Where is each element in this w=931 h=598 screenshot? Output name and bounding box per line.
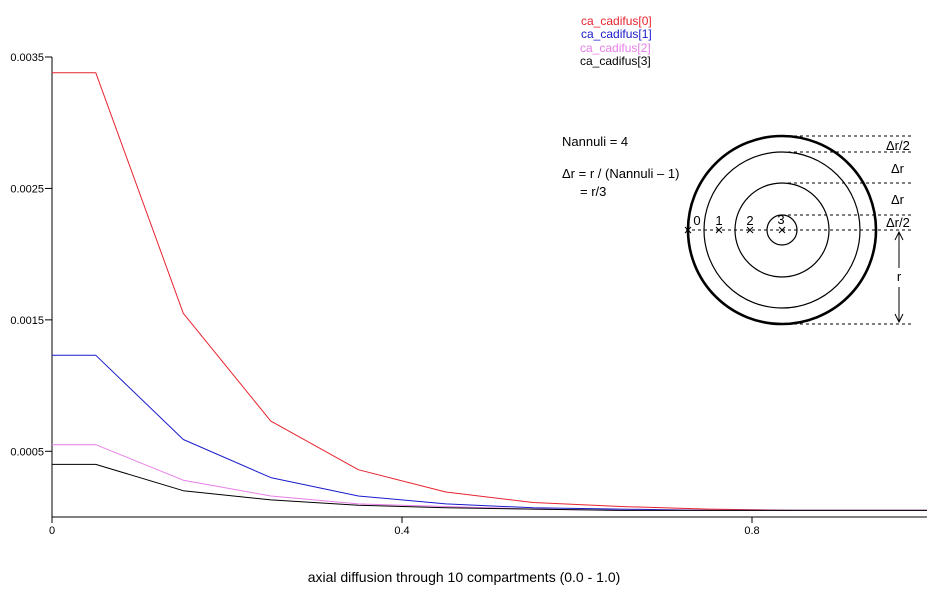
- annulus-label-2: 2: [746, 213, 753, 228]
- legend-entry-ca-cadifus-1: ca_cadifus[1]: [581, 27, 652, 41]
- y-tick-label: 0.0015: [10, 315, 44, 327]
- series-lines: [52, 72, 927, 511]
- x-axis-ticks: 0 0.4 0.8: [49, 517, 760, 537]
- y-tick-label: 0.0005: [10, 446, 44, 458]
- legend-entry-ca-cadifus-0: ca_cadifus[0]: [581, 14, 652, 28]
- spacing-label-delta-r-1: Δr: [891, 161, 905, 176]
- x-tick-label: 0: [49, 525, 55, 537]
- annulus-1-point-mark: [715, 226, 723, 234]
- y-tick-label: 0.0035: [10, 52, 44, 64]
- spacing-label-delta-r-2: Δr: [891, 192, 905, 207]
- series-line-ca-cadifus-3: [52, 463, 927, 511]
- delta-r-result: = r/3: [580, 184, 606, 199]
- series-line-ca-cadifus-2: [52, 444, 927, 511]
- legend-entry-ca-cadifus-2: ca_cadifus[2]: [580, 41, 651, 55]
- y-axis-ticks: 0.0005 0.0015 0.0025 0.0035: [10, 52, 52, 458]
- annulus-label-3: 3: [777, 212, 784, 227]
- y-tick-label: 0.0025: [10, 183, 44, 195]
- radius-arrowhead-top: [894, 230, 904, 241]
- legend-entry-ca-cadifus-3: ca_cadifus[3]: [580, 54, 651, 68]
- spacing-label-inner-half: Δr/2: [886, 215, 910, 230]
- annulus-2-point-mark: [746, 226, 754, 234]
- annulus-3-point-mark: [778, 226, 786, 234]
- series-line-ca-cadifus-0: [52, 72, 927, 511]
- x-tick-label: 0.4: [394, 525, 409, 537]
- legend: ca_cadifus[0] ca_cadifus[1] ca_cadifus[2…: [580, 14, 652, 68]
- delta-r-formula: Δr = r / (Nannuli – 1): [562, 166, 679, 181]
- radius-arrowhead-bottom: [894, 313, 904, 324]
- annulus-label-0: 0: [693, 213, 700, 228]
- annulus-label-1: 1: [715, 213, 722, 228]
- spacing-label-outer-half: Δr/2: [886, 138, 910, 153]
- x-tick-label: 0.8: [744, 525, 759, 537]
- series-line-ca-cadifus-1: [52, 354, 927, 511]
- x-axis-title: axial diffusion through 10 compartments …: [308, 569, 621, 585]
- nannuli-text: Nannuli = 4: [562, 134, 628, 149]
- annuli-diagram: Nannuli = 4 Δr = r / (Nannuli – 1) = r/3…: [562, 134, 912, 326]
- annulus-0-point-mark: [684, 226, 692, 234]
- radius-label: r: [897, 269, 902, 284]
